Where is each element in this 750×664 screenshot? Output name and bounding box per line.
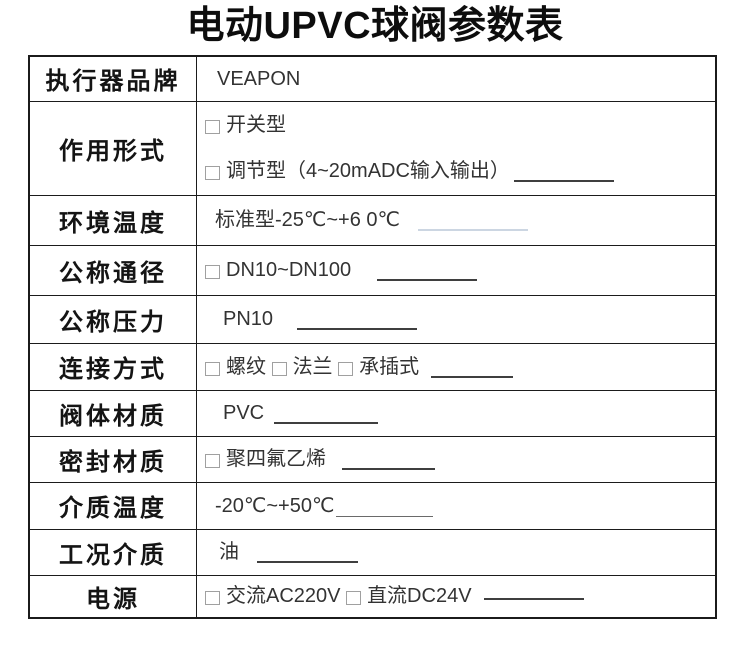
row-value: 螺纹 法兰 承插式	[197, 344, 715, 390]
checkbox-icon	[205, 361, 220, 376]
row-label: 公称通径	[30, 245, 197, 295]
row-value: 交流AC220V 直流DC24V	[197, 576, 715, 617]
row-value: PN10	[197, 296, 715, 343]
table-row: 电源 交流AC220V 直流DC24V	[30, 574, 715, 617]
value-line: DN10~DN100	[205, 258, 715, 282]
spec-sheet-page: 电动UPVC球阀参数表 执行器品牌 VEAPON 作用形式 开关型调节型（4~2…	[0, 3, 750, 664]
row-label: 环境温度	[30, 195, 197, 245]
value-line: 螺纹 法兰 承插式	[205, 355, 715, 379]
value-text: 开关型	[226, 114, 286, 136]
row-label: 电源	[30, 575, 197, 617]
checkbox-icon	[338, 361, 354, 376]
table-row: 作用形式 开关型调节型（4~20mADC输入输出）	[30, 100, 715, 195]
value-text: -20℃~+50℃	[215, 494, 335, 517]
table-row: 介质温度 -20℃~+50℃	[30, 481, 715, 529]
value-text: DN10~DN100	[226, 259, 352, 281]
fill-in-blank-line	[274, 422, 379, 424]
row-value: 油	[197, 530, 715, 575]
value-text: 承插式	[359, 355, 420, 378]
fill-in-blank-line	[513, 180, 614, 182]
row-value: 标准型-25℃~+6 0℃	[197, 196, 715, 245]
fill-in-blank-line	[483, 598, 584, 600]
row-value: 聚四氟乙烯	[197, 437, 715, 482]
value-line: VEAPON	[205, 67, 715, 91]
value-text: PVC	[223, 402, 265, 424]
value-text: 法兰	[292, 355, 339, 378]
value-text: 油	[219, 541, 239, 563]
row-value: VEAPON	[197, 57, 715, 101]
row-label: 介质温度	[30, 482, 197, 529]
table-row: 公称通径 DN10~DN100	[30, 244, 715, 295]
row-value: 开关型调节型（4~20mADC输入输出）	[197, 102, 715, 195]
table-row: 执行器品牌 VEAPON	[30, 56, 715, 101]
checkbox-icon	[205, 591, 220, 605]
fill-in-blank-line	[431, 375, 514, 378]
fill-in-blank-line	[257, 561, 358, 563]
row-label: 连接方式	[30, 343, 197, 390]
value-line: 调节型（4~20mADC输入输出）	[205, 159, 715, 183]
table-row: 阀体材质 PVC	[30, 389, 715, 436]
row-label: 公称压力	[30, 295, 197, 343]
fill-in-blank-line	[342, 468, 435, 470]
fill-in-blank-line	[336, 515, 434, 517]
value-text: 标准型-25℃~+6 0℃	[215, 209, 400, 231]
row-value: -20℃~+50℃	[197, 483, 715, 529]
value-line: -20℃~+50℃	[205, 494, 715, 518]
value-text: 交流AC220V	[226, 585, 347, 607]
row-label: 作用形式	[30, 101, 197, 195]
checkbox-icon	[271, 361, 287, 376]
value-line: PVC	[205, 401, 715, 425]
row-label: 密封材质	[30, 436, 197, 482]
value-line: 标准型-25℃~+6 0℃	[205, 208, 715, 232]
value-line: 开关型	[205, 113, 715, 137]
row-label: 阀体材质	[30, 390, 197, 436]
checkbox-icon	[205, 454, 220, 468]
value-text: 聚四氟乙烯	[226, 448, 326, 470]
page-title: 电动UPVC球阀参数表	[186, 5, 564, 47]
value-text: PN10	[223, 308, 274, 330]
table-row: 公称压力 PN10	[30, 294, 715, 343]
value-text: 螺纹	[226, 355, 272, 378]
fill-in-blank-line	[377, 279, 478, 281]
fill-in-blank-line	[418, 229, 528, 231]
checkbox-icon	[346, 591, 362, 605]
value-text: 调节型（4~20mADC输入输出）	[226, 160, 510, 182]
fill-in-blank-line	[297, 328, 418, 330]
value-line: PN10	[205, 307, 715, 331]
table-row: 密封材质 聚四氟乙烯	[30, 435, 715, 482]
table-row: 环境温度 标准型-25℃~+6 0℃	[30, 194, 715, 245]
row-label: 工况介质	[30, 529, 197, 575]
value-line: 聚四氟乙烯	[205, 447, 715, 471]
checkbox-icon	[205, 166, 220, 180]
row-label: 执行器品牌	[30, 56, 197, 101]
row-value: DN10~DN100	[197, 246, 715, 295]
value-text: 直流DC24V	[367, 585, 472, 607]
row-value: PVC	[197, 391, 715, 436]
value-line: 交流AC220V 直流DC24V	[205, 584, 715, 608]
spec-table: 执行器品牌 VEAPON 作用形式 开关型调节型（4~20mADC输入输出） 环…	[28, 54, 717, 619]
table-row: 工况介质 油	[30, 528, 715, 575]
table-row: 连接方式 螺纹 法兰 承插式	[30, 342, 715, 390]
checkbox-icon	[205, 120, 220, 134]
checkbox-icon	[205, 265, 220, 279]
value-text: VEAPON	[217, 67, 301, 90]
value-line: 油	[205, 540, 715, 564]
